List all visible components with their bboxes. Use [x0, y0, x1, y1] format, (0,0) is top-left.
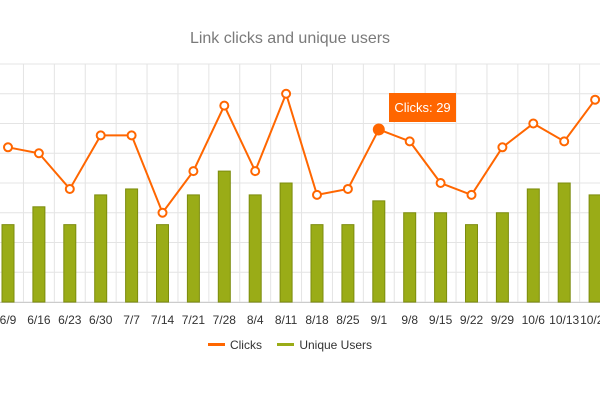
- bar-series-unique-users: [1, 170, 600, 303]
- x-tick-label: 9/15: [429, 313, 453, 327]
- bar-unique-users-7-28[interactable]: [217, 170, 231, 303]
- point-clicks-9-15[interactable]: [435, 178, 446, 188]
- bar-unique-users-6-16[interactable]: [32, 206, 46, 303]
- point-clicks-6-16[interactable]: [33, 148, 44, 159]
- x-axis-tick-labels: 6/9 6/16 6/23 6/30 7/7 7/14 7/21 7/28 8/4 8/11 8/1…: [0, 313, 600, 327]
- point-clicks-10-20[interactable]: [590, 94, 600, 105]
- bar-unique-users-8-18[interactable]: [310, 224, 324, 303]
- chart-title: Link clicks and unique users: [189, 30, 391, 47]
- bar-unique-users-7-14[interactable]: [156, 224, 169, 303]
- legend-label-clicks: Clicks: [229, 337, 262, 352]
- x-tick-label: 7/28: [213, 313, 237, 327]
- point-clicks-9-22[interactable]: [466, 189, 477, 200]
- legend-item-unique-users[interactable]: Unique Users: [277, 338, 372, 352]
- point-clicks-8-11[interactable]: [281, 88, 292, 99]
- point-clicks-8-4[interactable]: [250, 166, 261, 177]
- point-clicks-7-7[interactable]: [126, 130, 137, 141]
- line-path-clicks: [7, 90, 596, 215]
- x-tick-label: 8/4: [247, 313, 264, 327]
- chart-legend: Clicks Unique Users: [0, 335, 580, 352]
- point-clicks-9-29[interactable]: [497, 142, 508, 153]
- x-tick-label: 6/23: [58, 313, 82, 327]
- line-series-clicks: [3, 88, 600, 218]
- bar-unique-users-9-15[interactable]: [434, 212, 448, 303]
- point-clicks-6-30[interactable]: [95, 130, 106, 141]
- x-tick-label: 9/1: [370, 313, 387, 327]
- bar-unique-users-6-23[interactable]: [63, 224, 77, 303]
- legend-item-clicks[interactable]: Clicks: [207, 337, 262, 352]
- chart-tooltip: Clicks: 29: [389, 93, 456, 122]
- point-clicks-7-21[interactable]: [188, 166, 199, 177]
- x-tick-label: 6/9: [0, 313, 17, 327]
- x-tick-label: 10/6: [522, 313, 546, 327]
- bar-unique-users-9-8[interactable]: [403, 212, 417, 303]
- x-tick-label: 8/18: [305, 313, 329, 327]
- bar-unique-users-10-13[interactable]: [557, 182, 571, 303]
- x-tick-label: 9/8: [401, 313, 418, 327]
- x-tick-label: 8/25: [336, 313, 360, 327]
- legend-label-unique-users: Unique Users: [299, 337, 373, 352]
- bar-unique-users-8-25[interactable]: [341, 224, 355, 303]
- x-tick-label: 8/11: [275, 313, 298, 327]
- point-clicks-6-9[interactable]: [3, 142, 13, 153]
- x-tick-label: 10/20: [580, 313, 600, 327]
- bar-unique-users-6-9[interactable]: [1, 224, 15, 303]
- bar-unique-users-7-21[interactable]: [186, 194, 200, 303]
- x-tick-label: 6/30: [89, 313, 113, 327]
- x-tick-label: 7/7: [123, 313, 140, 327]
- point-clicks-8-18[interactable]: [312, 189, 322, 200]
- grid-lines: [0, 63, 600, 303]
- x-tick-label: 9/22: [460, 313, 484, 327]
- point-clicks-10-6[interactable]: [528, 118, 539, 129]
- bar-unique-users-10-6[interactable]: [526, 188, 540, 303]
- bar-unique-users-9-29[interactable]: [495, 212, 509, 303]
- x-tick-label: 10/13: [549, 313, 579, 327]
- legend-swatch-unique-users: [277, 343, 295, 346]
- bar-unique-users-8-11[interactable]: [279, 182, 293, 303]
- bar-unique-users-10-20[interactable]: [588, 194, 600, 303]
- point-clicks-6-23[interactable]: [64, 183, 75, 194]
- bar-unique-users-9-22[interactable]: [465, 224, 478, 303]
- x-tick-label: 7/14: [151, 313, 175, 327]
- legend-swatch-clicks: [207, 343, 225, 346]
- x-tick-label: 9/29: [491, 313, 515, 327]
- point-clicks-9-1[interactable]: [372, 123, 385, 136]
- x-tick-label: 7/21: [182, 313, 206, 327]
- bar-unique-users-7-7[interactable]: [125, 188, 139, 303]
- bar-unique-users-9-1[interactable]: [372, 200, 386, 303]
- point-clicks-7-28[interactable]: [219, 100, 230, 111]
- bar-unique-users-8-4[interactable]: [248, 194, 262, 303]
- bar-unique-users-6-30[interactable]: [94, 194, 108, 303]
- point-clicks-10-13[interactable]: [559, 136, 570, 147]
- point-clicks-7-14[interactable]: [157, 207, 168, 218]
- x-tick-label: 6/16: [27, 313, 51, 327]
- point-clicks-9-8[interactable]: [404, 136, 415, 147]
- point-clicks-8-25[interactable]: [342, 183, 353, 194]
